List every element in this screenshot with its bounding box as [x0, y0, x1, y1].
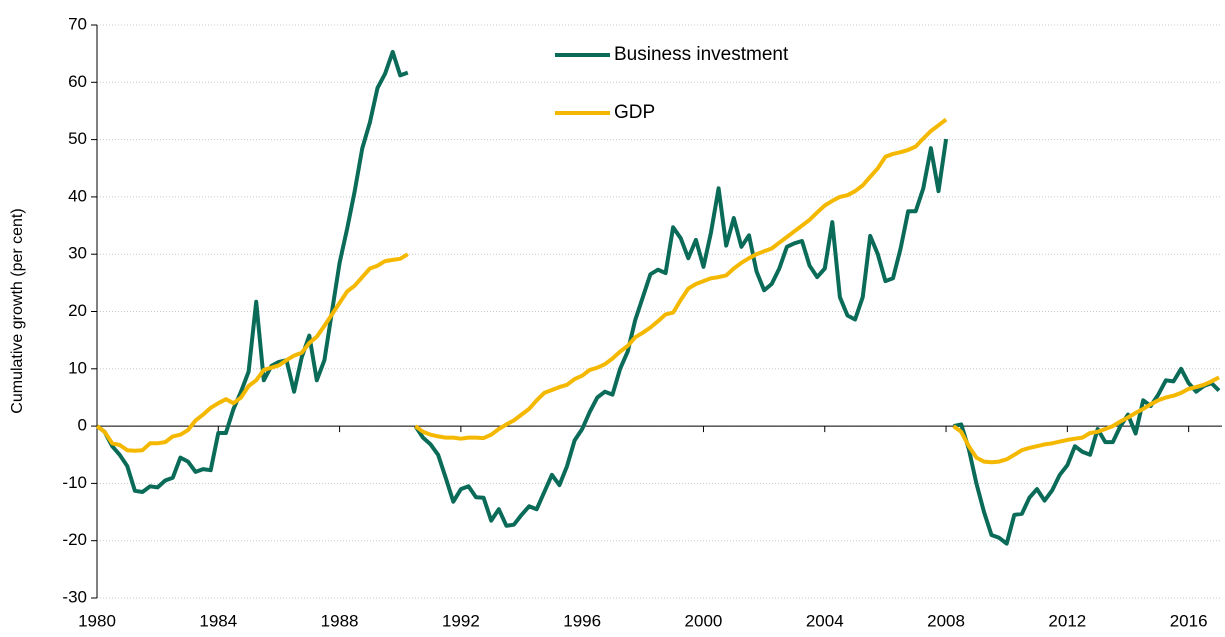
x-tick-label: 2008 — [927, 611, 965, 630]
x-tick-label: 1988 — [321, 611, 359, 630]
y-tick-label: 40 — [68, 186, 87, 205]
y-tick-label: -30 — [62, 587, 87, 606]
x-tick-label: 2000 — [685, 611, 723, 630]
y-tick-label: 70 — [68, 14, 87, 33]
series-line — [95, 49, 1221, 546]
y-tick-label: 20 — [68, 301, 87, 320]
legend-label: GDP — [614, 102, 655, 123]
x-tick-label: 1984 — [199, 611, 237, 630]
x-tick-label: 1992 — [442, 611, 480, 630]
y-tick-label: -10 — [62, 473, 87, 492]
y-axis-label: Cumulative growth (per cent) — [9, 208, 26, 413]
x-tick-label: 2012 — [1048, 611, 1086, 630]
x-tick-label: 2016 — [1170, 611, 1208, 630]
y-tick-label: -20 — [62, 530, 87, 549]
x-tick-label: 1980 — [78, 611, 116, 630]
y-tick-label: 10 — [68, 358, 87, 377]
series-line — [95, 117, 1220, 465]
x-tick-label: 2004 — [806, 611, 844, 630]
y-tick-label: 0 — [78, 416, 87, 435]
legend-label: Business investment — [614, 44, 789, 65]
y-tick-label: 30 — [68, 244, 87, 263]
x-tick-label: 1996 — [563, 611, 601, 630]
y-tick-label: 50 — [68, 129, 87, 148]
y-tick-label: 60 — [68, 72, 87, 91]
